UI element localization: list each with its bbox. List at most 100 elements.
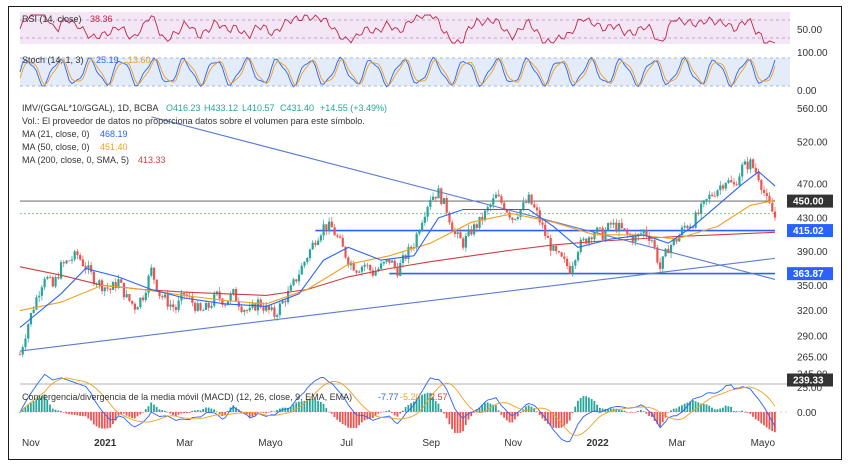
candle (262, 307, 265, 311)
macd-histogram-bar (166, 411, 169, 413)
macd-histogram-bar (128, 412, 131, 417)
macd-histogram-bar (639, 409, 642, 412)
candle (158, 290, 161, 297)
macd-histogram-bar (27, 404, 30, 412)
candle (396, 266, 399, 276)
macd-histogram-bar (749, 412, 752, 414)
price-tag-box (787, 267, 833, 281)
candle (103, 287, 106, 292)
candle (415, 233, 418, 248)
time-tick-label: Nov (22, 438, 40, 449)
candle (27, 324, 30, 339)
macd-histogram-bar (81, 412, 84, 417)
macd-histogram-bar (533, 408, 536, 412)
macd-histogram-bar (631, 412, 634, 413)
candle (431, 196, 435, 200)
macd-histogram-bar (92, 412, 95, 425)
macd-histogram-bar (202, 408, 205, 412)
time-tick-label: Mayo (258, 438, 283, 449)
macd-histogram-bar (276, 409, 278, 412)
macd-histogram-bar (150, 402, 153, 412)
candle (371, 270, 374, 276)
macd-histogram-bar (637, 410, 640, 412)
price-axis: 560.00 520.00 470.00 430.00 390.00 350.00 320.… (797, 104, 828, 380)
trendline-1 (151, 116, 776, 280)
macd-histogram-bar (90, 412, 92, 421)
candle (626, 229, 629, 234)
macd-histogram-bar (183, 412, 185, 414)
candle (273, 307, 276, 317)
candle (40, 287, 43, 296)
macd-histogram-bar (486, 402, 489, 412)
candle (459, 232, 462, 239)
macd-histogram-bar (207, 407, 210, 412)
candle (489, 204, 492, 208)
macd-histogram-bar (642, 411, 645, 412)
candle (18, 354, 22, 356)
candle (593, 232, 596, 240)
macd-histogram-bar (653, 412, 656, 421)
ohlc-high: H433.12 (204, 103, 238, 113)
macd-histogram-bar (366, 412, 369, 420)
candle (70, 259, 74, 261)
macd-histogram-bar (51, 408, 54, 412)
candle (694, 212, 697, 228)
macd-histogram-bar (462, 412, 464, 432)
macd-histogram-bar (385, 411, 388, 412)
price-tag-label: 450.00 (793, 197, 824, 208)
candle (322, 224, 325, 236)
candle (366, 264, 369, 266)
price-tick-label: 520.00 (797, 138, 828, 149)
macd-histogram-bar (598, 407, 601, 412)
candle (32, 309, 35, 313)
candle (240, 306, 243, 312)
candle (43, 278, 46, 288)
macd-histogram-bar (596, 404, 598, 412)
stoch-tick-high: 100.00 (797, 48, 828, 59)
candle (771, 202, 774, 212)
candle (336, 235, 339, 237)
macd-histogram-bar (369, 412, 371, 419)
candle (697, 212, 700, 215)
candle (423, 216, 426, 223)
macd-histogram-bar (19, 412, 21, 413)
macd-histogram-bar (191, 410, 194, 412)
macd-histogram-bar (95, 412, 98, 427)
candle (319, 235, 323, 241)
candle (579, 239, 582, 252)
candle (645, 229, 648, 236)
macd-histogram-bar (683, 403, 686, 412)
macd-histogram-bar (169, 412, 172, 414)
macd-histogram-bar (670, 410, 672, 412)
macd-histogram-bar (508, 412, 511, 423)
price-pane (18, 116, 777, 358)
candle (278, 303, 281, 316)
macd-histogram-bar (295, 402, 298, 412)
macd-histogram-bar (743, 411, 746, 413)
macd-histogram-bar (423, 393, 426, 412)
macd-histogram-bar (344, 412, 347, 426)
macd-histogram-bar (35, 399, 38, 412)
candle (669, 244, 673, 254)
macd-histogram-bar (722, 407, 724, 412)
candle (762, 189, 766, 193)
candle (114, 282, 117, 289)
candle (451, 222, 454, 232)
candle (358, 271, 361, 273)
macd-histogram-bar (516, 412, 519, 417)
candle (757, 172, 760, 181)
macd-histogram-bar (579, 398, 582, 412)
stoch-label: Stoch (14, 1, 3) (22, 55, 84, 65)
candle (193, 302, 197, 311)
candle (270, 307, 273, 310)
candle (478, 216, 481, 228)
candle (172, 304, 175, 308)
candle (566, 258, 569, 267)
macd-histogram-bar (724, 405, 727, 412)
candle (773, 211, 777, 218)
macd-histogram-bar (536, 411, 538, 413)
candle (410, 246, 413, 249)
macd-histogram-bar (678, 406, 681, 412)
macd-histogram-bar (618, 409, 620, 412)
macd-histogram-bar (174, 412, 177, 417)
